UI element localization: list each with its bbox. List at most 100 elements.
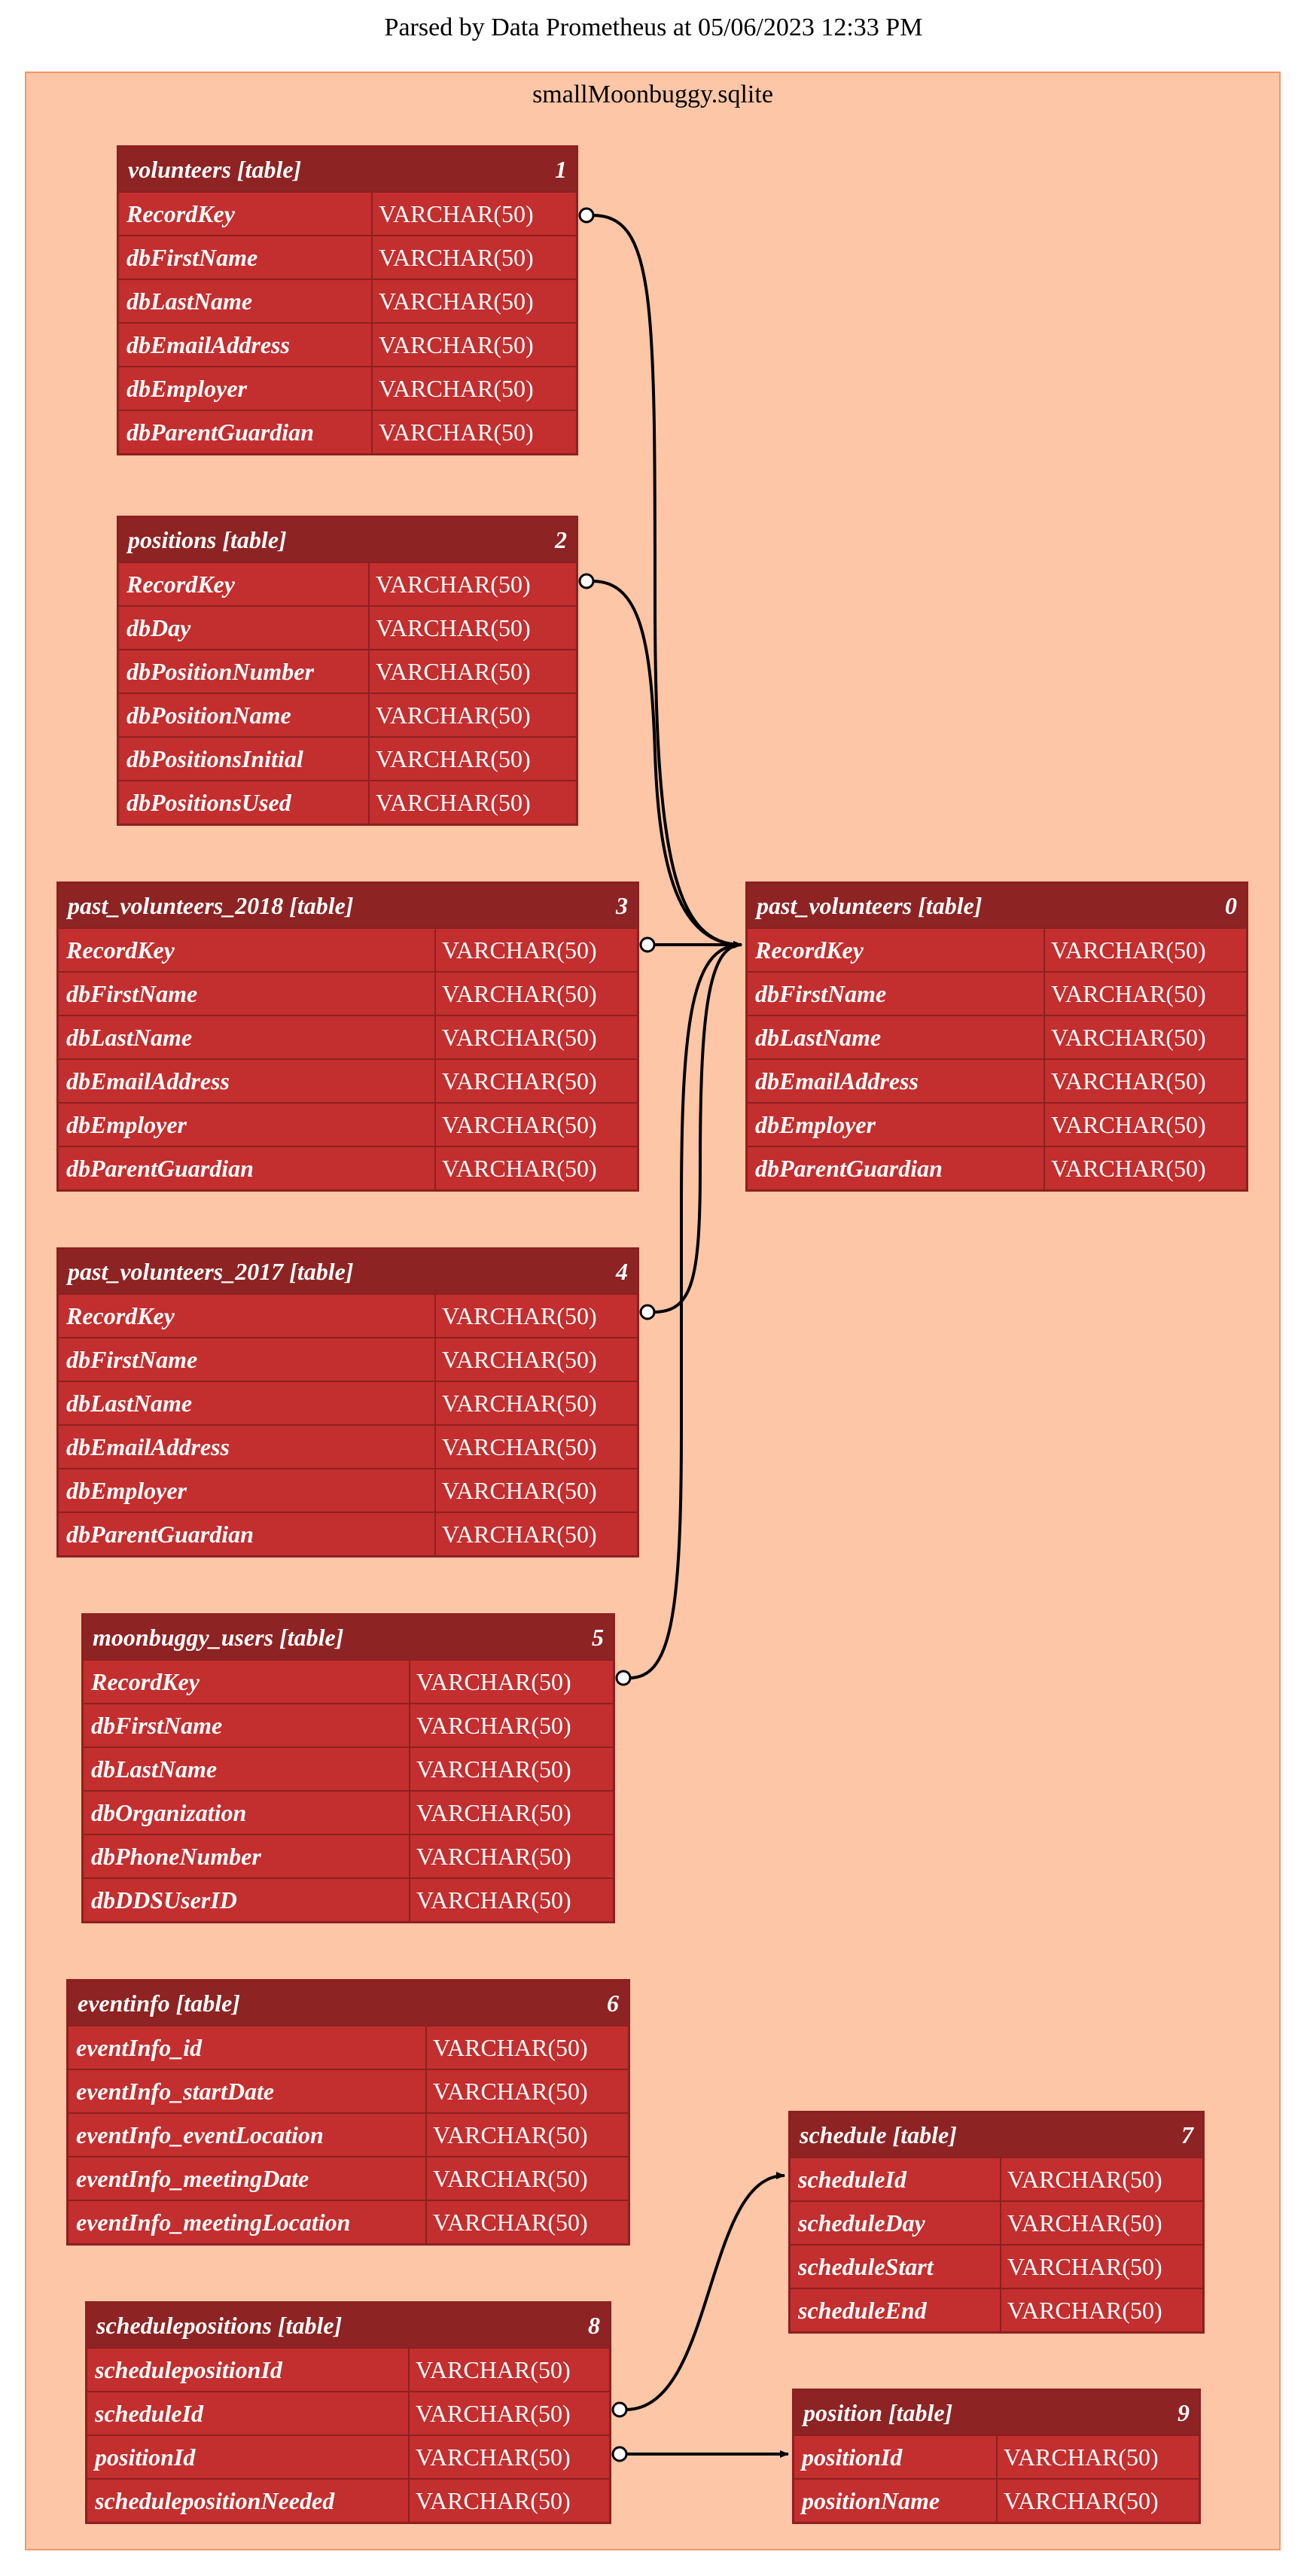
field-row: dbLastName VARCHAR(50) bbox=[119, 279, 576, 322]
field-name: scheduleEnd bbox=[791, 2289, 1001, 2331]
field-name: schedulepositionId bbox=[87, 2349, 410, 2391]
field-row: dbEmployer VARCHAR(50) bbox=[59, 1468, 637, 1512]
table-header: schedulepositions [table] 8 bbox=[87, 2303, 609, 2347]
field-row: eventInfo_eventLocation VARCHAR(50) bbox=[69, 2112, 628, 2156]
field-name: dbEmailAddress bbox=[748, 1060, 1045, 1102]
field-name: dbOrganization bbox=[84, 1792, 410, 1834]
field-name: dbParentGuardian bbox=[59, 1513, 436, 1555]
field-name: dbEmailAddress bbox=[59, 1060, 436, 1102]
field-row: dbDay VARCHAR(50) bbox=[119, 605, 576, 649]
table-past-volunteers[interactable]: past_volunteers [table] 0 RecordKey VARCH… bbox=[745, 882, 1248, 1192]
table-schedule[interactable]: schedule [table] 7 scheduleId VARCHAR(50)… bbox=[788, 2111, 1205, 2334]
field-row: dbEmailAddress VARCHAR(50) bbox=[59, 1058, 637, 1102]
field-row: positionId VARCHAR(50) bbox=[794, 2434, 1199, 2478]
field-row: eventInfo_id VARCHAR(50) bbox=[69, 2025, 628, 2069]
field-type: VARCHAR(50) bbox=[1051, 936, 1206, 964]
field-row: dbEmployer VARCHAR(50) bbox=[748, 1102, 1246, 1146]
table-eventinfo[interactable]: eventinfo [table] 6 eventInfo_id VARCHAR(… bbox=[66, 1979, 630, 2246]
table-header: schedule [table] 7 bbox=[791, 2113, 1202, 2157]
table-name: schedulepositions [table] bbox=[96, 2311, 343, 2339]
field-type: VARCHAR(50) bbox=[1004, 2486, 1159, 2514]
table-positions[interactable]: positions [table] 2 RecordKey VARCHAR(50)… bbox=[117, 516, 578, 826]
table-header: past_volunteers_2018 [table] 3 bbox=[59, 884, 637, 927]
field-type: VARCHAR(50) bbox=[442, 1476, 597, 1504]
field-type: VARCHAR(50) bbox=[376, 788, 531, 816]
field-name: dbFirstName bbox=[59, 1338, 436, 1381]
field-name: eventInfo_id bbox=[69, 2026, 427, 2069]
field-name: dbDay bbox=[119, 607, 370, 649]
table-position[interactable]: position [table] 9 positionId VARCHAR(50)… bbox=[792, 2389, 1201, 2524]
field-type: VARCHAR(50) bbox=[416, 1798, 571, 1826]
field-name: dbLastName bbox=[59, 1382, 436, 1424]
field-type: VARCHAR(50) bbox=[376, 701, 531, 729]
field-name: dbPhoneNumber bbox=[84, 1835, 410, 1877]
field-row: scheduleId VARCHAR(50) bbox=[791, 2157, 1202, 2200]
table-past-volunteers-2018[interactable]: past_volunteers_2018 [table] 3 RecordKey… bbox=[56, 882, 639, 1192]
field-row: RecordKey VARCHAR(50) bbox=[59, 1293, 637, 1337]
table-index: 2 bbox=[555, 525, 567, 553]
field-type: VARCHAR(50) bbox=[416, 1886, 571, 1914]
field-name: dbLastName bbox=[119, 280, 373, 322]
field-name: eventInfo_meetingLocation bbox=[69, 2201, 427, 2243]
field-type: VARCHAR(50) bbox=[416, 2443, 571, 2471]
field-type: VARCHAR(50) bbox=[376, 570, 531, 598]
field-row: positionId VARCHAR(50) bbox=[87, 2434, 609, 2478]
field-row: dbEmployer VARCHAR(50) bbox=[119, 366, 576, 410]
field-row: scheduleEnd VARCHAR(50) bbox=[791, 2288, 1202, 2331]
field-name: dbEmailAddress bbox=[119, 324, 373, 366]
field-row: RecordKey VARCHAR(50) bbox=[119, 191, 576, 235]
field-row: positionName VARCHAR(50) bbox=[794, 2478, 1199, 2522]
field-type: VARCHAR(50) bbox=[442, 1067, 597, 1095]
table-header: past_volunteers [table] 0 bbox=[748, 884, 1246, 927]
field-row: dbOrganization VARCHAR(50) bbox=[84, 1790, 613, 1834]
field-name: positionId bbox=[87, 2436, 410, 2478]
field-name: dbLastName bbox=[748, 1016, 1045, 1058]
field-name: dbEmployer bbox=[748, 1104, 1045, 1146]
field-row: dbLastName VARCHAR(50) bbox=[748, 1015, 1246, 1058]
table-name: position [table] bbox=[803, 2398, 953, 2426]
field-row: scheduleDay VARCHAR(50) bbox=[791, 2200, 1202, 2244]
field-name: dbFirstName bbox=[748, 973, 1045, 1015]
table-volunteers[interactable]: volunteers [table] 1 RecordKey VARCHAR(50… bbox=[117, 145, 578, 455]
table-moonbuggy-users[interactable]: moonbuggy_users [table] 5 RecordKey VARCH… bbox=[81, 1613, 615, 1923]
field-type: VARCHAR(50) bbox=[416, 1667, 571, 1695]
field-type: VARCHAR(50) bbox=[416, 2399, 571, 2427]
field-name: eventInfo_eventLocation bbox=[69, 2114, 427, 2156]
field-type: VARCHAR(50) bbox=[442, 1023, 597, 1051]
field-type: VARCHAR(50) bbox=[433, 2121, 588, 2148]
table-index: 4 bbox=[616, 1257, 628, 1285]
table-name: volunteers [table] bbox=[128, 155, 302, 183]
field-name: scheduleId bbox=[791, 2158, 1001, 2200]
table-name: eventinfo [table] bbox=[78, 1989, 240, 2017]
table-index: 7 bbox=[1181, 2121, 1193, 2148]
field-type: VARCHAR(50) bbox=[1051, 1154, 1206, 1182]
table-header: past_volunteers_2017 [table] 4 bbox=[59, 1250, 637, 1293]
table-name: schedule [table] bbox=[800, 2121, 957, 2148]
field-name: dbFirstName bbox=[119, 236, 373, 279]
field-type: VARCHAR(50) bbox=[433, 2033, 588, 2061]
table-past-volunteers-2017[interactable]: past_volunteers_2017 [table] 4 RecordKey… bbox=[56, 1247, 639, 1557]
field-row: dbEmailAddress VARCHAR(50) bbox=[119, 322, 576, 366]
field-name: dbEmployer bbox=[59, 1469, 436, 1512]
field-row: dbDDSUserID VARCHAR(50) bbox=[84, 1877, 613, 1921]
field-row: RecordKey VARCHAR(50) bbox=[84, 1659, 613, 1703]
table-schedulepositions[interactable]: schedulepositions [table] 8 scheduleposi… bbox=[85, 2301, 611, 2524]
field-type: VARCHAR(50) bbox=[442, 1154, 597, 1182]
field-name: dbPositionName bbox=[119, 694, 370, 736]
field-row: dbLastName VARCHAR(50) bbox=[59, 1015, 637, 1058]
field-type: VARCHAR(50) bbox=[442, 936, 597, 964]
field-name: dbEmployer bbox=[119, 367, 373, 410]
field-type: VARCHAR(50) bbox=[376, 614, 531, 641]
table-name: moonbuggy_users [table] bbox=[93, 1623, 344, 1651]
field-name: dbPositionsInitial bbox=[119, 738, 370, 780]
field-type: VARCHAR(50) bbox=[416, 1711, 571, 1739]
table-index: 1 bbox=[555, 155, 567, 183]
field-type: VARCHAR(50) bbox=[433, 2208, 588, 2236]
field-row: scheduleStart VARCHAR(50) bbox=[791, 2244, 1202, 2288]
field-row: dbPhoneNumber VARCHAR(50) bbox=[84, 1834, 613, 1877]
field-type: VARCHAR(50) bbox=[1007, 2296, 1162, 2324]
field-row: schedulepositionId VARCHAR(50) bbox=[87, 2347, 609, 2391]
field-row: dbFirstName VARCHAR(50) bbox=[748, 971, 1246, 1015]
field-name: dbPositionsUsed bbox=[119, 781, 370, 824]
field-name: RecordKey bbox=[59, 1295, 436, 1337]
